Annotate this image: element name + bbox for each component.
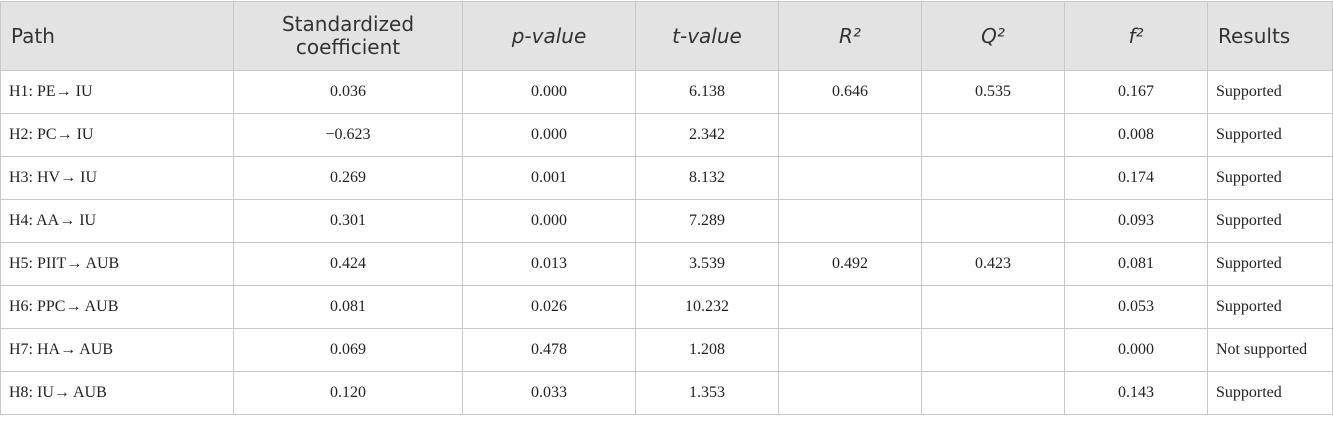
column-header: t-value xyxy=(635,1,779,71)
table-cell: H8: IU→ AUB xyxy=(0,371,234,415)
table-cell: 0.269 xyxy=(233,156,463,200)
table-cell: H3: HV→ IU xyxy=(0,156,234,200)
table-cell: 0.000 xyxy=(462,113,636,157)
column-header: Path xyxy=(0,1,234,71)
empty-cell xyxy=(921,156,1065,200)
table-cell: 0.000 xyxy=(462,70,636,114)
table-cell: 2.342 xyxy=(635,113,779,157)
table-row: H4: AA→ IU 0.301 0.000 7.289 0.093 Supported xyxy=(0,199,1333,243)
header-row: Path Standardized coefficient p-value t-val… xyxy=(0,1,1333,71)
table-cell: Supported xyxy=(1207,242,1333,286)
table-row: H2: PC→ IU −0.623 0.000 2.342 0.008 Supported xyxy=(0,113,1333,157)
table-cell: Supported xyxy=(1207,199,1333,243)
table-cell: Supported xyxy=(1207,371,1333,415)
table-row: H1: PE→ IU 0.036 0.000 6.138 0.646 0.535 0.167… xyxy=(0,70,1333,114)
table-cell: 0.143 xyxy=(1064,371,1208,415)
empty-cell xyxy=(778,371,922,415)
table-row: H5: PIIT→ AUB 0.424 0.013 3.539 0.492 0.423 0.… xyxy=(0,242,1333,286)
table-cell: 0.081 xyxy=(1064,242,1208,286)
empty-cell xyxy=(921,285,1065,329)
table-cell: 0.036 xyxy=(233,70,463,114)
table-cell: Supported xyxy=(1207,156,1333,200)
table-cell: 0.093 xyxy=(1064,199,1208,243)
results-table: Path Standardized coefficient p-value t-val… xyxy=(0,1,1333,415)
table-cell: 7.289 xyxy=(635,199,779,243)
column-header: R² xyxy=(778,1,922,71)
table-cell: 10.232 xyxy=(635,285,779,329)
table-cell: 0.000 xyxy=(1064,328,1208,372)
table-cell: Supported xyxy=(1207,70,1333,114)
table-row: H6: PPC→ AUB 0.081 0.026 10.232 0.053 Support… xyxy=(0,285,1333,329)
table-cell: 8.132 xyxy=(635,156,779,200)
table-cell: 0.069 xyxy=(233,328,463,372)
table-cell: H6: PPC→ AUB xyxy=(0,285,234,329)
column-header: Q² xyxy=(921,1,1065,71)
column-header: f² xyxy=(1064,1,1208,71)
table-cell: H2: PC→ IU xyxy=(0,113,234,157)
table-cell: H4: AA→ IU xyxy=(0,199,234,243)
table-cell: 0.167 xyxy=(1064,70,1208,114)
table-cell: Supported xyxy=(1207,113,1333,157)
empty-cell xyxy=(921,113,1065,157)
column-header: p-value xyxy=(462,1,636,71)
table-cell: 6.138 xyxy=(635,70,779,114)
empty-cell xyxy=(921,371,1065,415)
table-cell: 0.646 xyxy=(778,70,922,114)
empty-cell xyxy=(778,285,922,329)
table-cell: H7: HA→ AUB xyxy=(0,328,234,372)
table-cell: 0.053 xyxy=(1064,285,1208,329)
empty-cell xyxy=(778,113,922,157)
table-cell: H1: PE→ IU xyxy=(0,70,234,114)
empty-cell xyxy=(778,199,922,243)
table-cell: 0.478 xyxy=(462,328,636,372)
table-cell: 0.535 xyxy=(921,70,1065,114)
table-cell: 0.001 xyxy=(462,156,636,200)
table-cell: 0.000 xyxy=(462,199,636,243)
table-cell: 0.081 xyxy=(233,285,463,329)
empty-cell xyxy=(778,328,922,372)
table-body: H1: PE→ IU 0.036 0.000 6.138 0.646 0.535 0.167… xyxy=(0,70,1333,415)
table-cell: 0.008 xyxy=(1064,113,1208,157)
empty-cell xyxy=(921,328,1065,372)
table-cell: Not supported xyxy=(1207,328,1333,372)
table-cell: 1.208 xyxy=(635,328,779,372)
table-cell: 0.013 xyxy=(462,242,636,286)
table-cell: 0.424 xyxy=(233,242,463,286)
table-cell: 0.026 xyxy=(462,285,636,329)
column-header: Results xyxy=(1207,1,1333,71)
table-cell: 0.492 xyxy=(778,242,922,286)
table-row: H7: HA→ AUB 0.069 0.478 1.208 0.000 Not suppo… xyxy=(0,328,1333,372)
table-cell: 0.301 xyxy=(233,199,463,243)
table-cell: Supported xyxy=(1207,285,1333,329)
table-cell: 3.539 xyxy=(635,242,779,286)
table-cell: 1.353 xyxy=(635,371,779,415)
empty-cell xyxy=(778,156,922,200)
table-cell: H5: PIIT→ AUB xyxy=(0,242,234,286)
table-cell: 0.033 xyxy=(462,371,636,415)
column-header: Standardized coefficient xyxy=(233,1,463,71)
table-cell: 0.120 xyxy=(233,371,463,415)
empty-cell xyxy=(921,199,1065,243)
table-cell: −0.623 xyxy=(233,113,463,157)
table-cell: 0.423 xyxy=(921,242,1065,286)
table-cell: 0.174 xyxy=(1064,156,1208,200)
table-row: H3: HV→ IU 0.269 0.001 8.132 0.174 Supported xyxy=(0,156,1333,200)
table-row: H8: IU→ AUB 0.120 0.033 1.353 0.143 Supported xyxy=(0,371,1333,415)
